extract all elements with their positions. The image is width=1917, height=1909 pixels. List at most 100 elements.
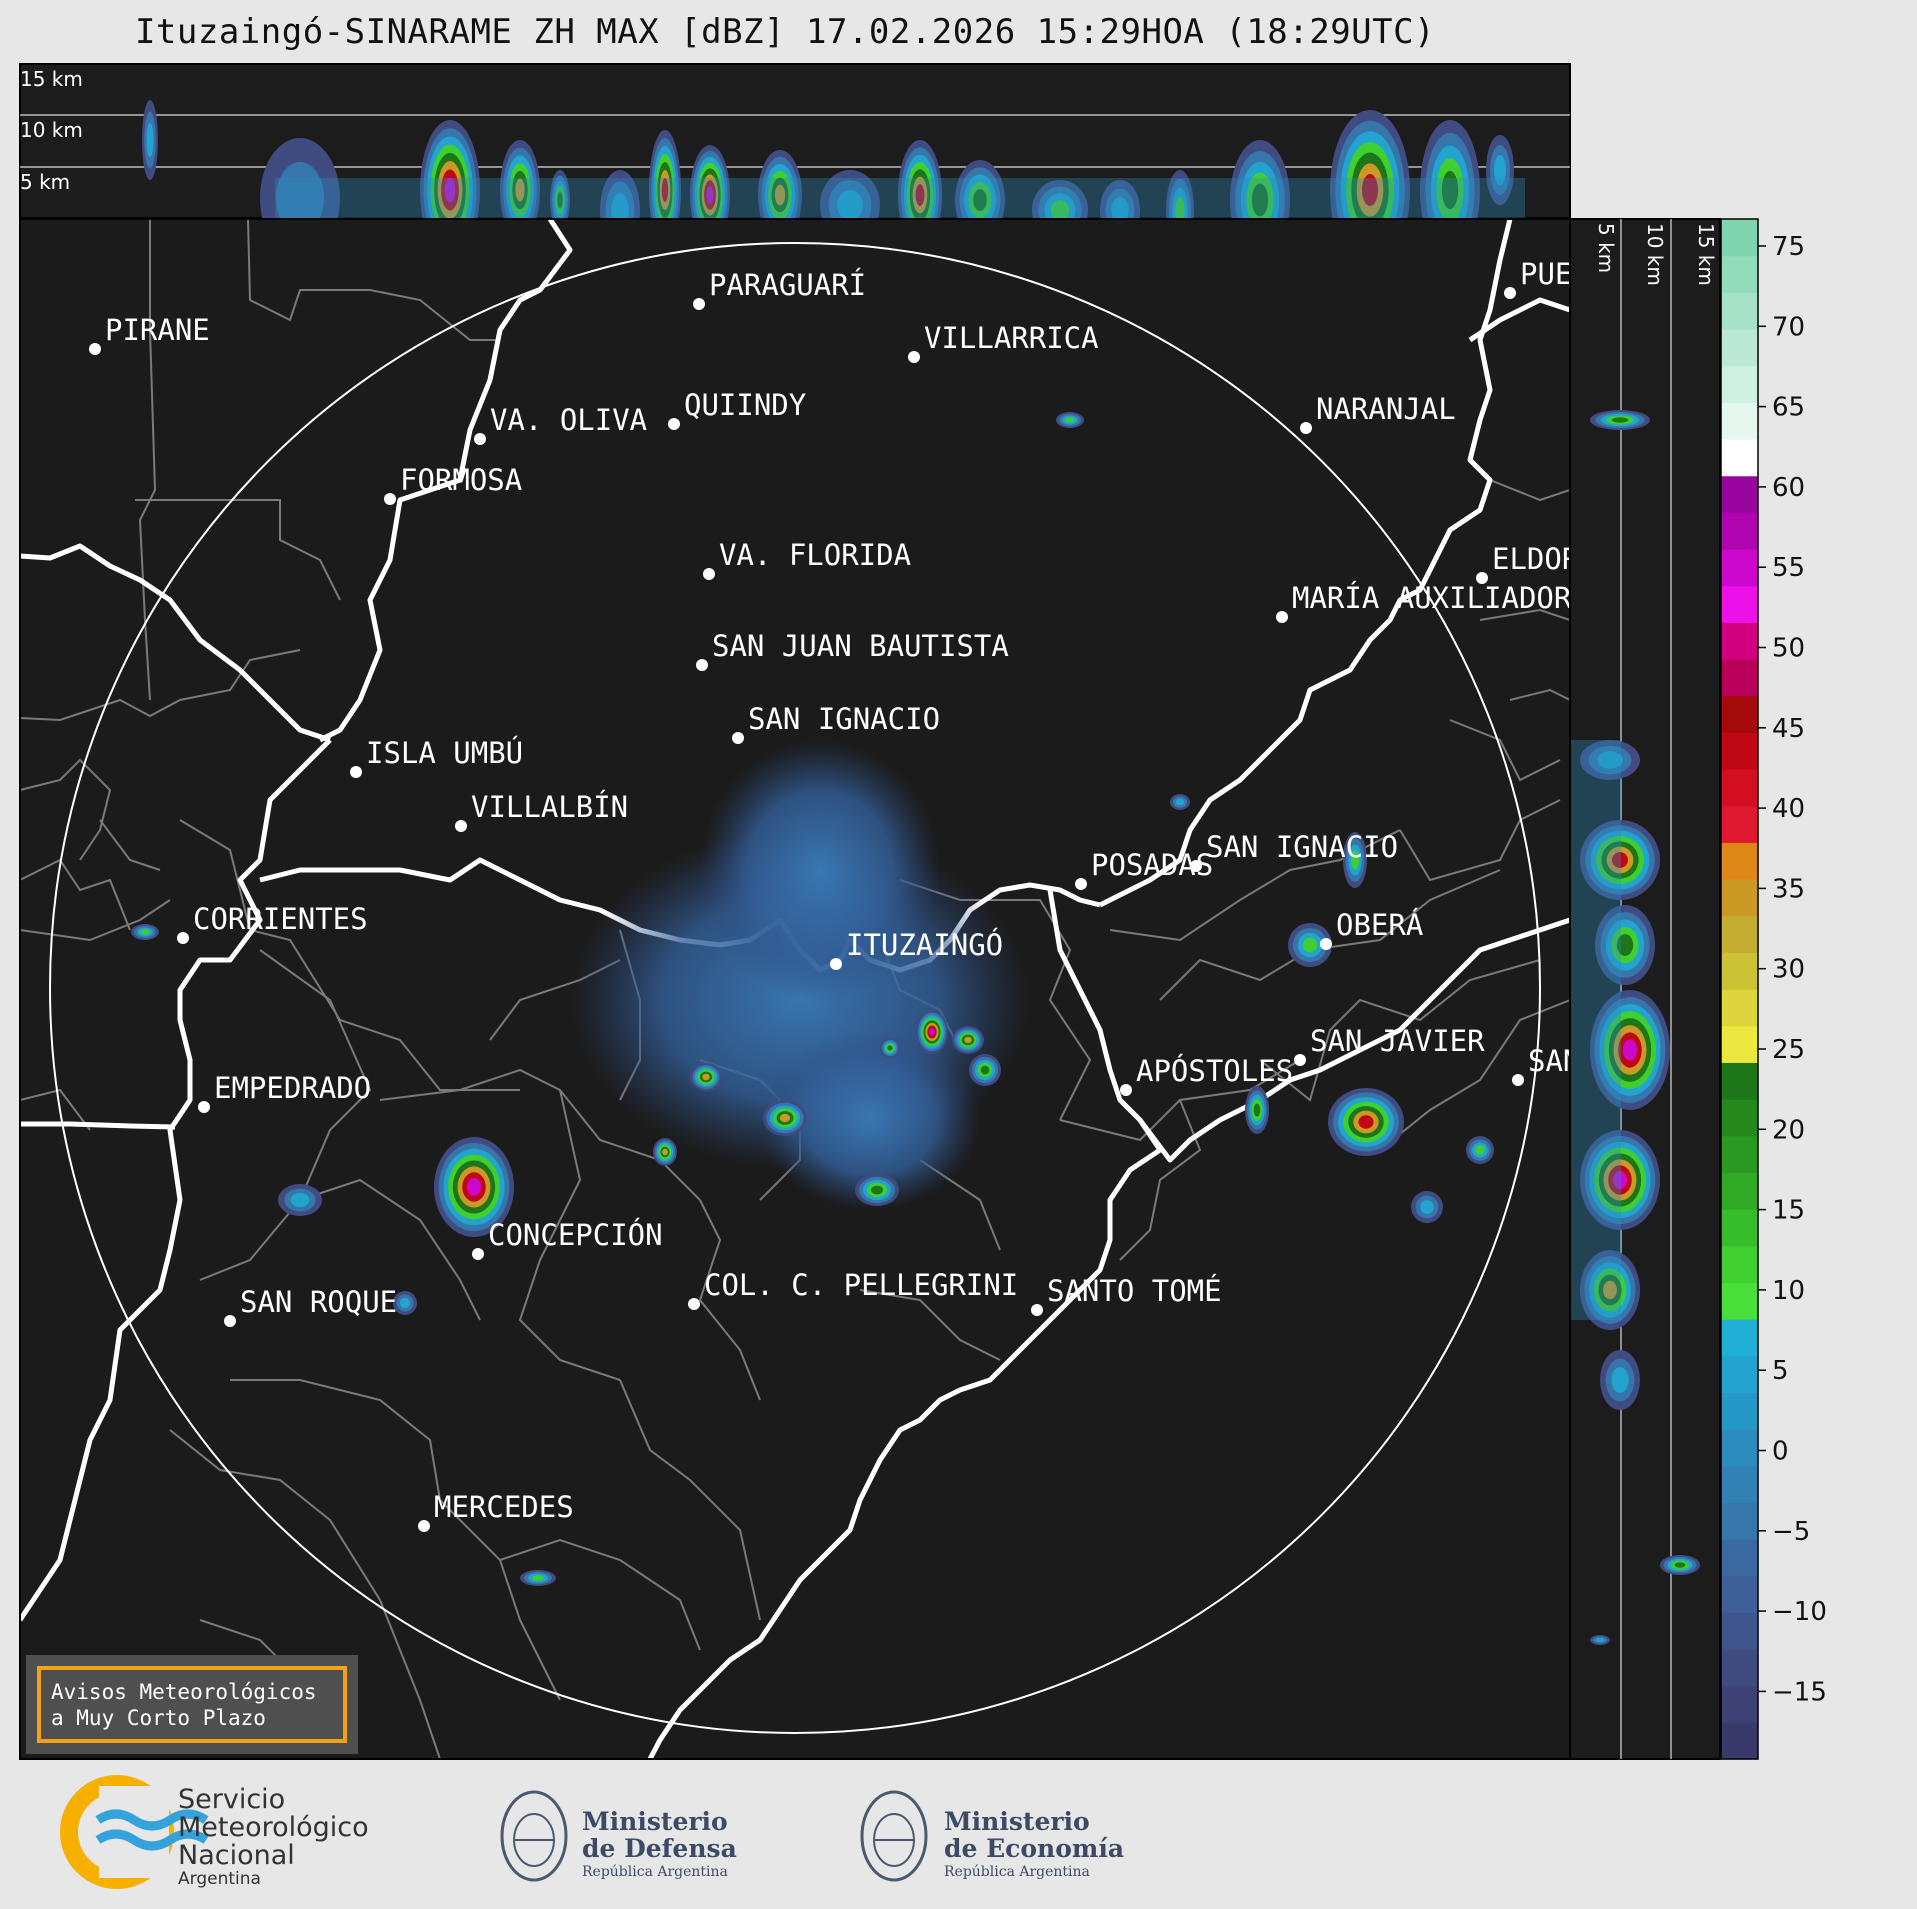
colorbar-tick-label: 65 bbox=[1772, 393, 1805, 423]
colorbar-swatch bbox=[1721, 1649, 1758, 1687]
top-label-10km: 10 km bbox=[20, 118, 83, 142]
main-map: PIRANE PARAGUARÍ VILLARRICA VA. OLIVA QUIIND… bbox=[19, 218, 1632, 1760]
smn-line-4: Argentina bbox=[178, 1869, 261, 1889]
top-echo-contour bbox=[146, 122, 154, 158]
smn-logo[interactable]: Servicio Meteorológico Nacional Argentin… bbox=[60, 1775, 369, 1889]
side-echo-contour bbox=[1611, 1367, 1629, 1393]
city-dot-icon bbox=[1320, 938, 1332, 950]
city-marker: VA. FLORIDA bbox=[703, 538, 911, 580]
echo-field bbox=[700, 740, 940, 1000]
city-marker: OBERÁ bbox=[1320, 908, 1423, 950]
top-echo bbox=[820, 170, 880, 218]
smn-wave-icon-2 bbox=[95, 1829, 209, 1851]
defensa-seal-icon bbox=[500, 1790, 568, 1882]
storm-cell bbox=[393, 1291, 417, 1315]
city-label: OBERÁ bbox=[1336, 908, 1423, 942]
side-cross-section: 5 km 10 km 15 km bbox=[1569, 218, 1721, 1760]
echo-field bbox=[760, 1030, 980, 1210]
storm-cell bbox=[952, 1026, 984, 1054]
city-marker: CONCEPCIÓN bbox=[472, 1218, 663, 1260]
side-echo-contour bbox=[1597, 751, 1623, 769]
top-echo bbox=[690, 145, 730, 218]
economia-logo[interactable]: Ministerio de Economía República Argenti… bbox=[860, 1790, 1124, 1882]
city-dot-icon bbox=[1300, 422, 1312, 434]
top-echo bbox=[1166, 170, 1194, 218]
city-dot-icon bbox=[418, 1520, 430, 1532]
city-label: PARAGUARÍ bbox=[709, 268, 866, 302]
top-echo-contour bbox=[1050, 200, 1070, 218]
city-marker: SAN IGNACIO bbox=[732, 702, 940, 744]
side-echo bbox=[1660, 1555, 1700, 1575]
side-echo-contour bbox=[1611, 417, 1629, 423]
colorbar-swatch bbox=[1721, 695, 1758, 733]
city-marker: APÓSTOLES bbox=[1120, 1054, 1293, 1096]
side-echo bbox=[1600, 1350, 1640, 1410]
city-dot-icon bbox=[668, 418, 680, 430]
side-echo-band bbox=[1571, 740, 1621, 1320]
side-echo-contour bbox=[1612, 852, 1628, 868]
top-echo-contour bbox=[1111, 197, 1129, 218]
top-echo-contour bbox=[661, 178, 669, 202]
top-echo-contour bbox=[774, 184, 786, 206]
storm-cell bbox=[1170, 794, 1190, 810]
colorbar-swatch bbox=[1721, 805, 1758, 843]
range-ring bbox=[49, 242, 1541, 1734]
smn-wave-icon-1 bbox=[95, 1809, 209, 1831]
city-marker: ISLA UMBÚ bbox=[350, 736, 523, 778]
colorbar-tick-label: 15 bbox=[1772, 1196, 1805, 1226]
colorbar-swatch bbox=[1721, 1355, 1758, 1393]
colorbar-swatch bbox=[1721, 1539, 1758, 1577]
city-label: VILLALBÍN bbox=[471, 790, 628, 824]
colorbar-tick-label: 75 bbox=[1772, 232, 1805, 262]
city-marker: SAN JAVIER bbox=[1294, 1024, 1485, 1066]
echo-contour bbox=[702, 1073, 710, 1081]
city-label: MARÍA AUXILIADORA bbox=[1292, 581, 1589, 615]
city-label: ELDORADO bbox=[1492, 542, 1632, 576]
colorbar-tick-label: 10 bbox=[1772, 1276, 1805, 1306]
city-label: FORMOSA bbox=[400, 463, 522, 497]
top-echo bbox=[1486, 135, 1514, 205]
colorbar-tick-label: 70 bbox=[1772, 312, 1805, 342]
city-marker: EMPEDRADO bbox=[198, 1071, 371, 1113]
city-layer: PIRANE PARAGUARÍ VILLARRICA VA. OLIVA QUIIND… bbox=[89, 257, 1632, 1532]
side-echo-contour bbox=[1616, 934, 1634, 956]
side-section-echoes bbox=[1571, 410, 1700, 1645]
top-echo bbox=[1230, 140, 1290, 218]
storm-cell bbox=[1328, 1088, 1404, 1156]
defensa-logo[interactable]: Ministerio de Defensa República Argentin… bbox=[500, 1790, 737, 1882]
city-marker: MERCEDES bbox=[418, 1490, 574, 1532]
echo-contour bbox=[980, 1065, 990, 1075]
top-echo-contour bbox=[837, 190, 863, 218]
storm-cell bbox=[131, 924, 159, 940]
city-marker: PARAGUARÍ bbox=[693, 268, 866, 310]
city-dot-icon bbox=[455, 820, 467, 832]
side-echo-contour bbox=[1622, 1039, 1638, 1061]
colorbar-swatch bbox=[1721, 1099, 1758, 1137]
colorbar-swatch bbox=[1721, 1209, 1758, 1247]
city-label: PUERTO bbox=[1520, 257, 1625, 291]
storm-cell bbox=[763, 1100, 807, 1136]
colorbar-swatch bbox=[1721, 439, 1758, 477]
economia-seal-icon bbox=[860, 1790, 928, 1882]
city-marker: SAN ROQUE bbox=[224, 1285, 397, 1327]
echo-contour bbox=[871, 1185, 883, 1195]
defensa-line-3: República Argentina bbox=[582, 1864, 728, 1880]
top-echo-contour bbox=[706, 186, 714, 204]
side-echo-contour bbox=[1603, 1280, 1617, 1300]
side-label-10km: 10 km bbox=[1643, 223, 1667, 286]
city-label: CONCEPCIÓN bbox=[488, 1218, 663, 1252]
colorbar-swatch bbox=[1721, 219, 1758, 257]
storm-cell bbox=[1245, 1086, 1269, 1134]
city-dot-icon bbox=[830, 958, 842, 970]
warning-box[interactable]: Avisos Meteorológicos a Muy Corto Plazo bbox=[26, 1655, 358, 1754]
colorbar-swatch bbox=[1721, 1172, 1758, 1210]
side-echo-contour bbox=[1595, 1637, 1605, 1643]
city-dot-icon bbox=[198, 1101, 210, 1113]
city-label: ISLA UMBÚ bbox=[366, 736, 523, 770]
city-marker: COL. C. PELLEGRINI bbox=[688, 1268, 1018, 1310]
city-dot-icon bbox=[1294, 1054, 1306, 1066]
city-dot-icon bbox=[472, 1248, 484, 1260]
top-echo bbox=[600, 170, 640, 218]
top-echo bbox=[898, 140, 942, 218]
